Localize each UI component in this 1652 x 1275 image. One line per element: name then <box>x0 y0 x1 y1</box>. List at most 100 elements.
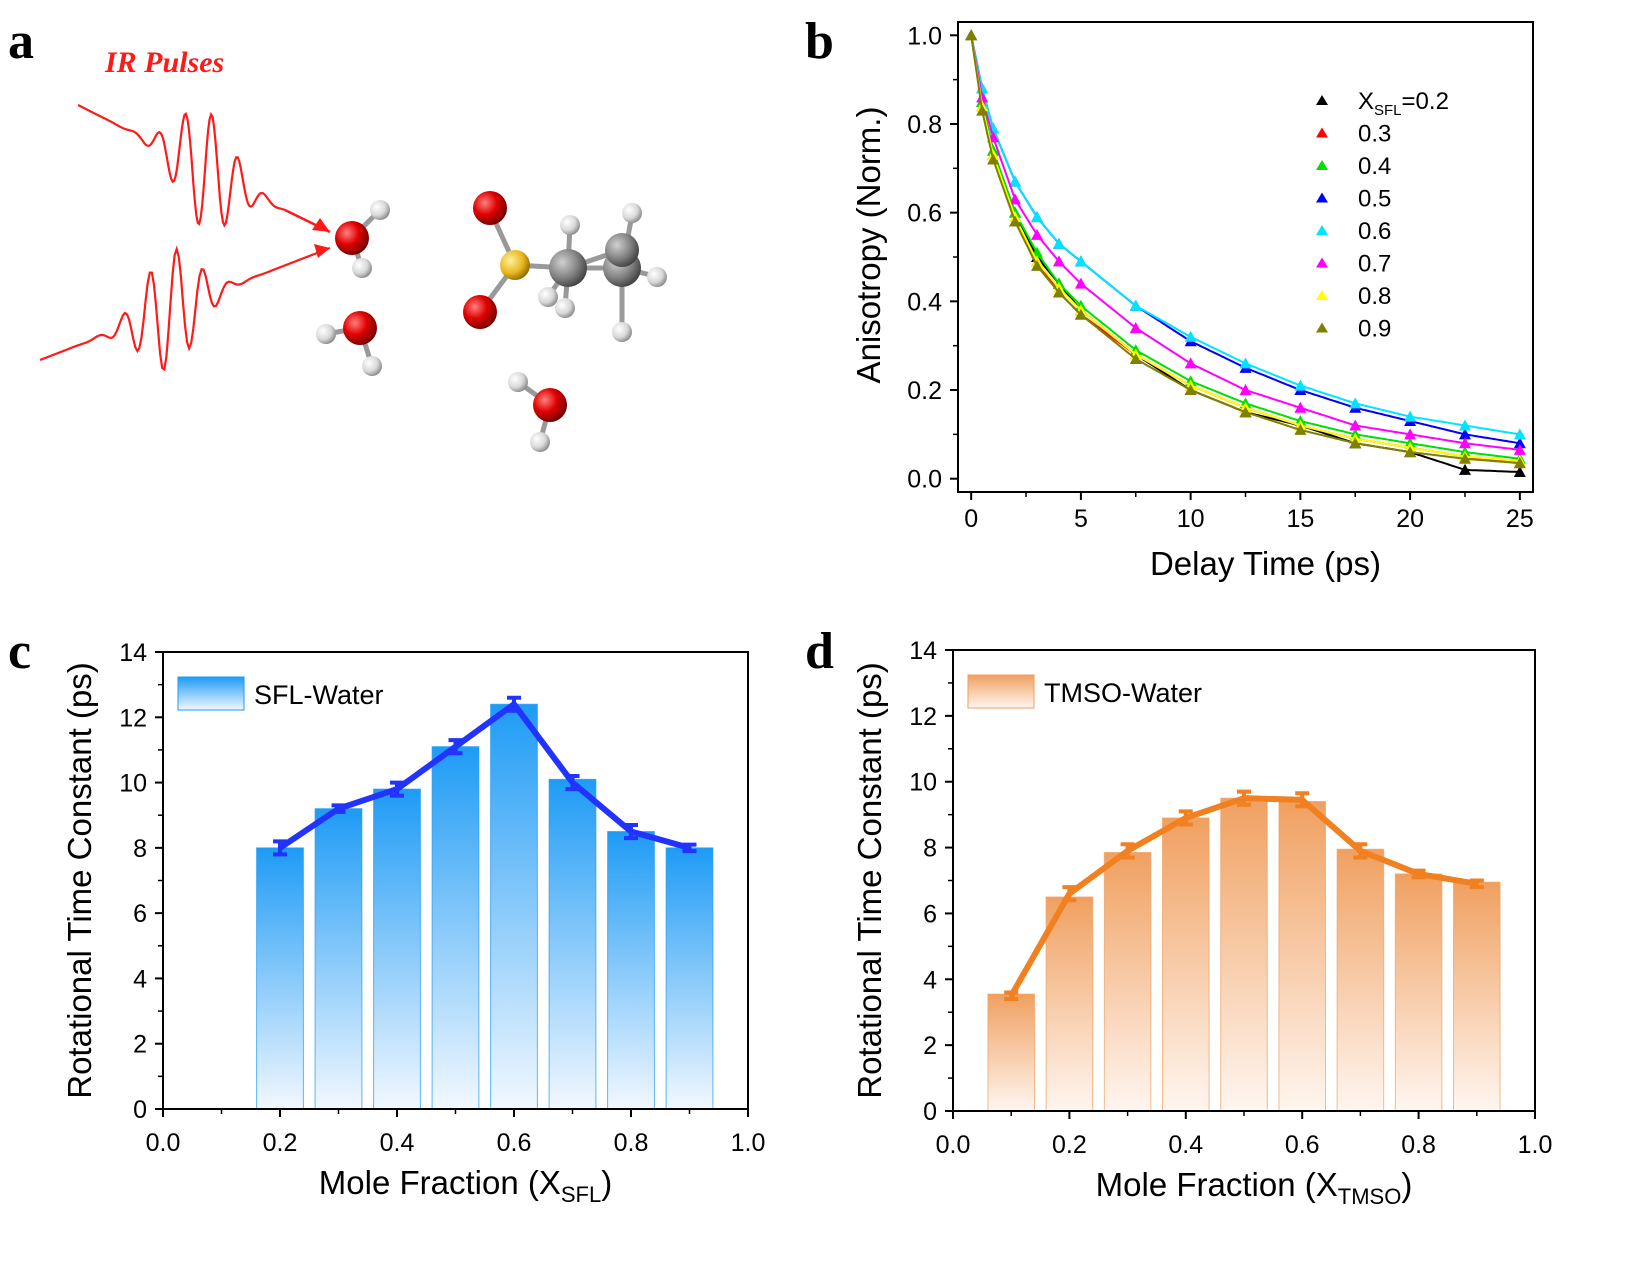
legend-entry: 0.4 <box>1358 153 1391 180</box>
x-tick-label: 0.8 <box>614 1129 649 1157</box>
bar-0.7 <box>1336 848 1385 1112</box>
y-tick-label: 0.6 <box>907 200 942 228</box>
data-point-0.9 <box>1513 457 1526 469</box>
data-point-0.7 <box>1129 321 1142 333</box>
x-axis-label: Mole Fraction (XTMSO) <box>1096 1166 1413 1209</box>
bar-0.9 <box>665 847 714 1110</box>
oxygen-atom <box>473 191 507 225</box>
error-bar <box>1120 842 1135 860</box>
legend-marker <box>1316 160 1328 170</box>
data-point-0.7 <box>1074 277 1087 289</box>
anisotropy-chart: 0 5 10 15 20 25 0.0 0.2 0.4 0.6 0.8 1.0 Delay Time (… <box>850 21 1534 582</box>
x-tick-label: 0.4 <box>380 1129 415 1157</box>
bar-0.4 <box>373 788 421 1110</box>
data-point-0.6 <box>1129 299 1142 311</box>
data-point-0.7 <box>1009 193 1022 205</box>
error-bar <box>1469 878 1484 890</box>
data-point-0.6 <box>987 122 1000 134</box>
sfl-water-chart: 0.0 0.2 0.4 0.6 0.8 1.0 0 2 4 6 8 10 12 14 Mole Fracti… <box>61 639 765 1207</box>
x-tick-label: 5 <box>1074 505 1088 533</box>
x-tick-label: 0.0 <box>936 1131 971 1159</box>
ir-pulses-label: IR Pulses <box>104 46 224 79</box>
sulfur-atom <box>500 250 530 280</box>
data-point-0.9 <box>1239 406 1252 418</box>
hydrogen-atom <box>612 322 632 342</box>
bar-0.4 <box>1162 817 1210 1112</box>
hydrogen-atom <box>622 203 642 223</box>
trend-line <box>278 701 691 851</box>
legend-entry: 0.6 <box>1358 218 1391 245</box>
bar-0.8 <box>607 831 655 1110</box>
data-point-0.5 <box>1458 428 1471 440</box>
carbon-atom <box>549 249 587 287</box>
error-bar <box>1353 842 1368 860</box>
legend-marker <box>1316 290 1328 300</box>
y-tick-label: 10 <box>119 770 147 798</box>
y-tick-label: 2 <box>133 1031 147 1059</box>
bar-0.3 <box>314 808 363 1110</box>
data-point-0.7 <box>1458 437 1471 449</box>
data-point-0.6 <box>1009 175 1022 187</box>
x-tick-label: 15 <box>1286 505 1314 533</box>
bar-0.2 <box>1045 896 1094 1112</box>
data-point-0.6 <box>1513 428 1526 440</box>
legend-marker <box>1316 192 1328 203</box>
data-point-0.9 <box>987 153 1000 165</box>
carbon-atom <box>605 233 639 267</box>
data-point-0.6 <box>1458 419 1471 431</box>
legend-marker <box>1316 257 1328 268</box>
y-tick-label: 14 <box>119 639 147 667</box>
legend-label: TMSO-Water <box>1044 678 1202 708</box>
data-point-0.9 <box>1184 384 1197 396</box>
data-point-0.2 <box>1513 466 1526 478</box>
y-tick-label: 0 <box>923 1098 937 1126</box>
y-tick-label: 8 <box>133 835 147 863</box>
legend-entry: XSFL=0.2 <box>1358 88 1449 119</box>
data-point-0.9 <box>965 29 978 41</box>
hydrogen-atom <box>316 324 336 344</box>
y-tick-label: 0 <box>133 1096 147 1124</box>
x-tick-label: 20 <box>1396 505 1424 533</box>
bar-0.8 <box>1394 873 1443 1112</box>
error-bar <box>1062 885 1077 903</box>
legend-entry: 0.5 <box>1358 186 1391 213</box>
y-tick-label: 0.0 <box>907 466 942 494</box>
x-tick-label: 0.2 <box>263 1129 298 1157</box>
oxygen-atom <box>463 295 497 329</box>
oxygen-atom <box>343 311 377 345</box>
y-tick-label: 0.8 <box>907 111 942 139</box>
data-point-0.9 <box>1031 259 1044 271</box>
x-tick-label: 0.8 <box>1401 1131 1436 1159</box>
x-tick-label: 0.2 <box>1052 1131 1087 1159</box>
legend-entry: 0.7 <box>1358 251 1391 278</box>
data-point-0.7 <box>1052 255 1065 267</box>
data-point-0.2 <box>1458 463 1471 475</box>
bar-0.5 <box>431 746 480 1110</box>
data-point-0.7 <box>1184 357 1197 369</box>
error-bar <box>1411 868 1426 880</box>
hydrogen-atom <box>530 432 550 452</box>
y-tick-label: 8 <box>923 835 937 863</box>
error-bar <box>331 803 346 814</box>
error-bar <box>507 695 521 713</box>
y-tick-label: 0.2 <box>907 377 942 405</box>
y-tick-label: 0.4 <box>907 288 942 316</box>
data-point-0.9 <box>1129 352 1142 364</box>
arrow-head-icon <box>312 218 330 232</box>
panel-label-d: d <box>805 623 834 680</box>
data-point-0.9 <box>1009 215 1022 227</box>
x-axis-label: Delay Time (ps) <box>1150 545 1381 582</box>
data-point-0.7 <box>1294 401 1307 413</box>
y-tick-label: 6 <box>923 900 937 928</box>
data-point-0.6 <box>1074 255 1087 267</box>
tmso-water-chart: 0.0 0.2 0.4 0.6 0.8 1.0 0 2 4 6 8 10 12 14 Mole Fracti… <box>851 637 1552 1209</box>
bar-0.6 <box>1278 800 1326 1112</box>
y-tick-label: 4 <box>133 965 147 993</box>
ir-pulse-wave-lower <box>39 245 331 372</box>
data-point-0.9 <box>1074 308 1087 320</box>
y-tick-label: 10 <box>909 769 937 797</box>
bar-0.5 <box>1220 797 1268 1112</box>
legend-marker <box>1316 322 1328 333</box>
error-bar <box>1178 809 1193 827</box>
